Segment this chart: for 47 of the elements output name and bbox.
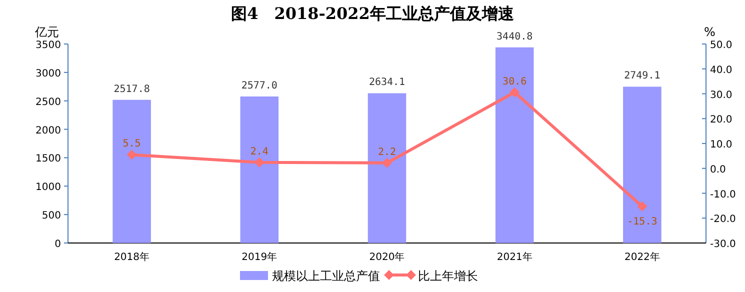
y2-tick-label: -10.0 xyxy=(710,189,736,200)
y2-axis-title: % xyxy=(704,25,716,39)
chart-title: 图4 2018-2022年工业总产值及增速 xyxy=(231,4,515,23)
bar xyxy=(240,96,279,243)
point xyxy=(254,157,264,168)
y2-tick-label: -20.0 xyxy=(710,214,736,226)
y2-tick-label: 50.0 xyxy=(710,40,732,51)
y-tick-label: 3000 xyxy=(36,68,61,80)
data-label: 2517.8 xyxy=(114,84,150,95)
data-label: -15.3 xyxy=(627,216,658,228)
data-label: 2634.1 xyxy=(368,77,406,88)
data-label: 2577.0 xyxy=(241,80,278,92)
y-tick-label: 3500 xyxy=(36,40,61,51)
legend-label: 比上年增长 xyxy=(418,269,478,283)
y-tick-label: 2500 xyxy=(36,96,61,108)
y2-tick-label: 20.0 xyxy=(710,114,732,126)
y-tick-label: 1000 xyxy=(36,182,61,194)
y2-tick-label: 10.0 xyxy=(710,140,732,150)
point xyxy=(126,150,137,160)
bar xyxy=(623,86,662,243)
data-label: 2.2 xyxy=(378,146,396,158)
y-tick-label: 2000 xyxy=(36,125,61,136)
data-label: 5.5 xyxy=(122,138,141,150)
data-label: 30.6 xyxy=(502,76,527,88)
data-label: 2.4 xyxy=(250,146,268,158)
y-tick-label: 0 xyxy=(54,239,61,250)
y2-tick-label: 40.0 xyxy=(710,64,732,76)
point xyxy=(510,87,520,98)
point xyxy=(382,158,392,168)
x-tick-label: 2021年 xyxy=(496,251,532,263)
y2-tick-label: 0.0 xyxy=(710,164,726,176)
x-tick-label: 2019年 xyxy=(242,251,278,263)
x-tick-label: 2022年 xyxy=(624,251,660,263)
y-axis-title: 亿元 xyxy=(34,25,59,39)
bar xyxy=(495,47,534,243)
x-tick-label: 2020年 xyxy=(369,251,405,263)
data-label: 2749.1 xyxy=(624,70,660,82)
bar xyxy=(112,100,151,243)
bar xyxy=(368,93,406,243)
legend-label: 规模以上工业总产值 xyxy=(272,269,380,283)
point xyxy=(637,201,648,212)
y2-tick-label: 30.0 xyxy=(710,90,732,101)
y-tick-label: 500 xyxy=(42,210,61,222)
x-tick-label: 2018年 xyxy=(114,251,150,263)
y2-tick-label: -30.0 xyxy=(710,239,736,250)
data-label: 3440.8 xyxy=(496,31,533,42)
y-tick-label: 1500 xyxy=(36,154,61,165)
